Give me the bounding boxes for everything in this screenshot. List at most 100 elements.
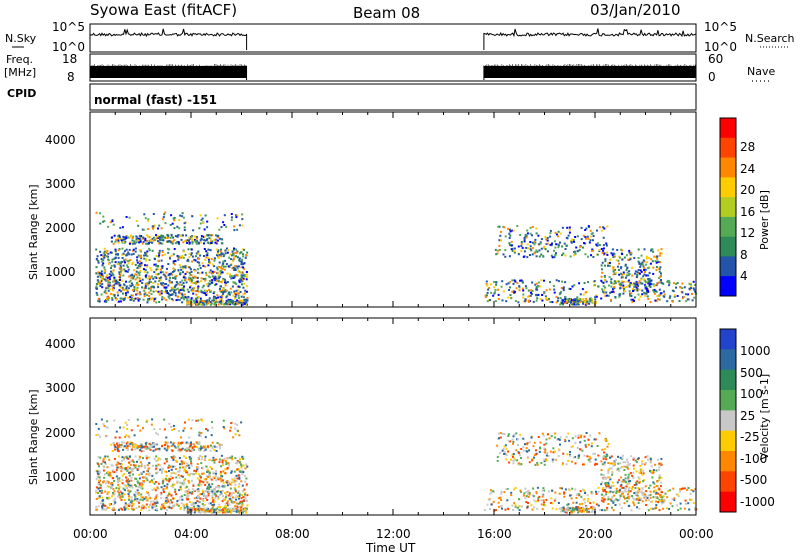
velocity-point-1739 [551, 489, 554, 492]
power-point-587 [130, 274, 133, 277]
velocity-point-907 [174, 472, 177, 475]
velocity-point-835 [96, 472, 99, 475]
velocity-point-789 [116, 461, 119, 464]
velocity-point-1361 [102, 423, 105, 426]
velocity-point-632 [224, 499, 227, 502]
power-point-2016 [526, 243, 529, 246]
freq-label-line1: Freq. [6, 53, 33, 66]
power-point-1913 [517, 245, 520, 248]
velocity-point-871 [131, 473, 134, 476]
power-point-311 [184, 278, 187, 281]
power-point-317 [233, 275, 236, 278]
power-point-1004 [167, 263, 170, 265]
power-point-2084 [534, 241, 537, 244]
power-point-855 [169, 257, 171, 260]
power-point-2225 [601, 271, 604, 274]
velocity-point-143 [143, 505, 146, 508]
power-point-141 [132, 275, 135, 278]
velocity-point-1064 [196, 468, 199, 471]
velocity-point-284 [119, 494, 122, 497]
velocity-point-2146 [642, 480, 645, 483]
power-point-1346 [203, 228, 206, 231]
velocity-point-1382 [184, 421, 186, 424]
velocity-point-1890 [585, 432, 588, 434]
velocity-point-2160 [636, 497, 639, 500]
power-point-512 [229, 275, 232, 278]
velocity-point-1672 [580, 495, 583, 498]
velocity-point-993 [102, 469, 105, 472]
velocity-point-630 [107, 480, 110, 483]
power-point-1985 [576, 250, 579, 253]
power-point-6 [137, 280, 140, 283]
power-point-2154 [639, 282, 642, 285]
velocity-point-381 [187, 506, 190, 509]
power-point-641 [213, 297, 216, 300]
power-point-1527 [186, 302, 189, 305]
velocity-point-1072 [193, 469, 196, 472]
velocity-point-608 [106, 485, 109, 488]
velocity-point-1272 [185, 441, 188, 444]
velocity-point-787 [164, 470, 166, 473]
velocity-point-1170 [131, 442, 134, 445]
velocity-point-2334 [609, 476, 612, 479]
velocity-point-1101 [129, 441, 132, 444]
power-point-668 [95, 285, 98, 288]
velocity-point-2317 [612, 484, 615, 487]
power-colorbar-frame [719, 117, 737, 297]
velocity-point-418 [175, 493, 178, 496]
velocity-point-998 [180, 460, 183, 463]
power-point-1798 [691, 299, 694, 302]
velocity-point-994 [113, 457, 116, 460]
power-point-1523 [214, 301, 217, 304]
velocity-point-185 [182, 483, 185, 486]
power-point-391 [112, 274, 115, 277]
velocity-point-2258 [609, 478, 612, 481]
velocity-point-261 [196, 505, 199, 508]
velocity-point-1237 [140, 446, 143, 449]
power-point-424 [138, 277, 141, 280]
power-point-605 [123, 283, 126, 286]
velocity-point-1687 [527, 502, 529, 504]
velocity-point-1964 [507, 439, 510, 442]
power-point-135 [160, 283, 163, 286]
power-point-1868 [637, 293, 640, 296]
power-point-2008 [510, 244, 513, 247]
velocity-point-573 [118, 486, 121, 489]
velocity-point-2266 [639, 465, 642, 467]
velocity-point-317 [160, 493, 163, 496]
velocity-point-1128 [117, 442, 120, 445]
velocity-point-2377 [585, 505, 588, 508]
power-point-1777 [649, 286, 652, 288]
velocity-point-2428 [592, 507, 595, 510]
velocity-point-2048 [606, 445, 609, 448]
power-point-269 [100, 274, 103, 276]
power-point-891 [232, 260, 235, 263]
velocity-point-1020 [99, 456, 102, 459]
power-point-1700 [521, 287, 524, 290]
velocity-point-324 [110, 503, 113, 505]
velocity-point-671 [218, 503, 221, 506]
velocity-point-384 [234, 490, 237, 493]
power-point-2076 [523, 238, 526, 241]
power-point-2159 [656, 255, 659, 258]
power-point-1270 [191, 242, 194, 245]
velocity-point-1283 [164, 441, 167, 444]
velocity-point-1539 [240, 508, 243, 511]
power-point-630 [210, 281, 213, 284]
velocity-point-2429 [592, 506, 595, 509]
power-point-139 [190, 297, 193, 300]
velocity-point-1277 [174, 446, 177, 449]
power-point-1017 [160, 268, 162, 271]
velocity-point-936 [201, 472, 203, 475]
velocity-point-1232 [139, 449, 142, 451]
power-point-1068 [109, 251, 112, 254]
power-point-181 [131, 294, 134, 297]
velocity-point-2284 [660, 485, 662, 488]
velocity-point-1236 [116, 448, 119, 451]
velocity-point-712 [187, 464, 190, 467]
power-point-1588 [564, 281, 567, 284]
velocity-point-2013 [512, 441, 515, 443]
velocity-point-2054 [512, 442, 514, 445]
power-point-1856 [552, 285, 555, 287]
velocity-point-1331 [222, 419, 225, 422]
